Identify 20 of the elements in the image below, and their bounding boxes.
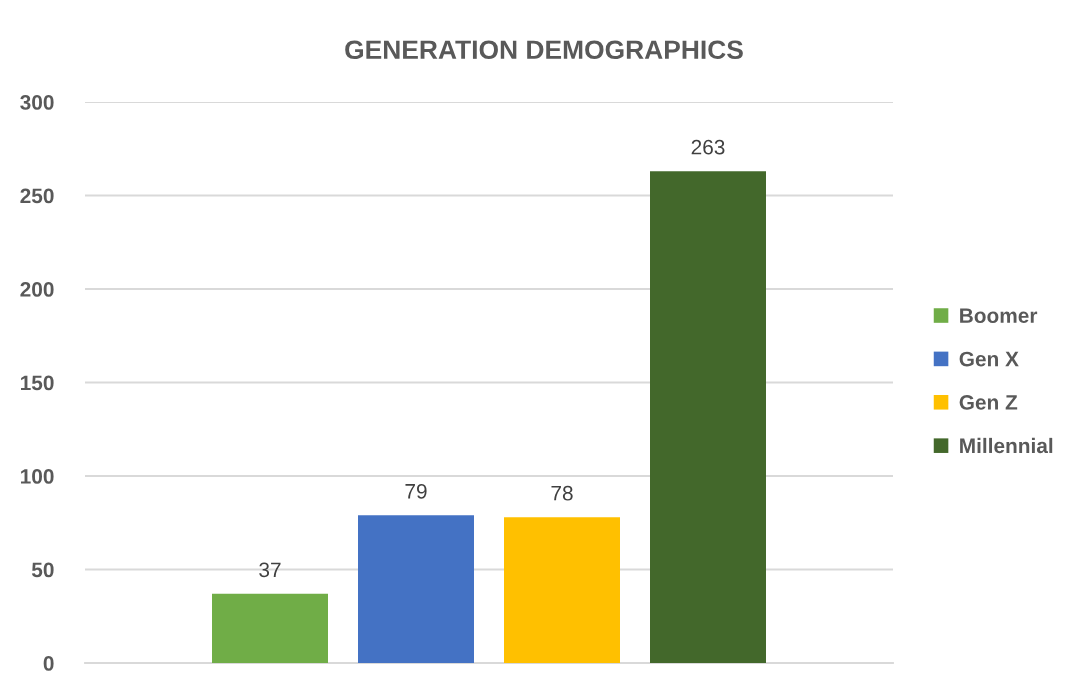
legend-label: Boomer	[960, 308, 1038, 324]
data-label: 79	[405, 483, 427, 499]
bar	[504, 517, 620, 663]
y-tick-label: 50	[31, 562, 54, 578]
y-tick-label: 100	[21, 469, 54, 484]
y-tick-label: 0	[43, 656, 54, 671]
legend-label: Millennial	[960, 437, 1053, 454]
chart-title: GENERATION DEMOGRAPHICS	[345, 40, 743, 60]
bar	[212, 593, 328, 663]
y-tick-label: 250	[20, 188, 54, 204]
data-label: 263	[691, 139, 725, 155]
legend-label: Gen X	[959, 351, 1019, 367]
legend-label: Gen Z	[959, 395, 1018, 410]
y-tick-label: 300	[20, 95, 54, 110]
y-tick-label: 200	[20, 282, 54, 297]
bar	[358, 515, 474, 663]
data-label: 78	[551, 485, 573, 501]
bar	[650, 171, 766, 663]
data-label: 37	[259, 562, 281, 578]
y-tick-label: 150	[21, 375, 54, 391]
